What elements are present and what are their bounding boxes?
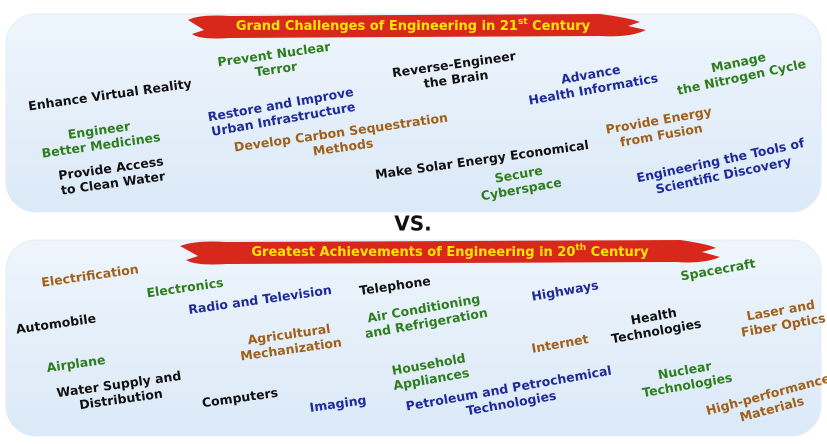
- panel-top: [5, 13, 822, 213]
- title-top: Grand Challenges of Engineering in 21st …: [236, 17, 591, 34]
- banner-top: [188, 14, 646, 39]
- banner-bottom: [180, 240, 720, 265]
- item-line: Terror: [254, 58, 299, 79]
- panel-bottom: [5, 239, 822, 437]
- vs: VS.: [394, 212, 431, 236]
- title-bottom: Greatest Achievements of Engineering in …: [251, 243, 649, 260]
